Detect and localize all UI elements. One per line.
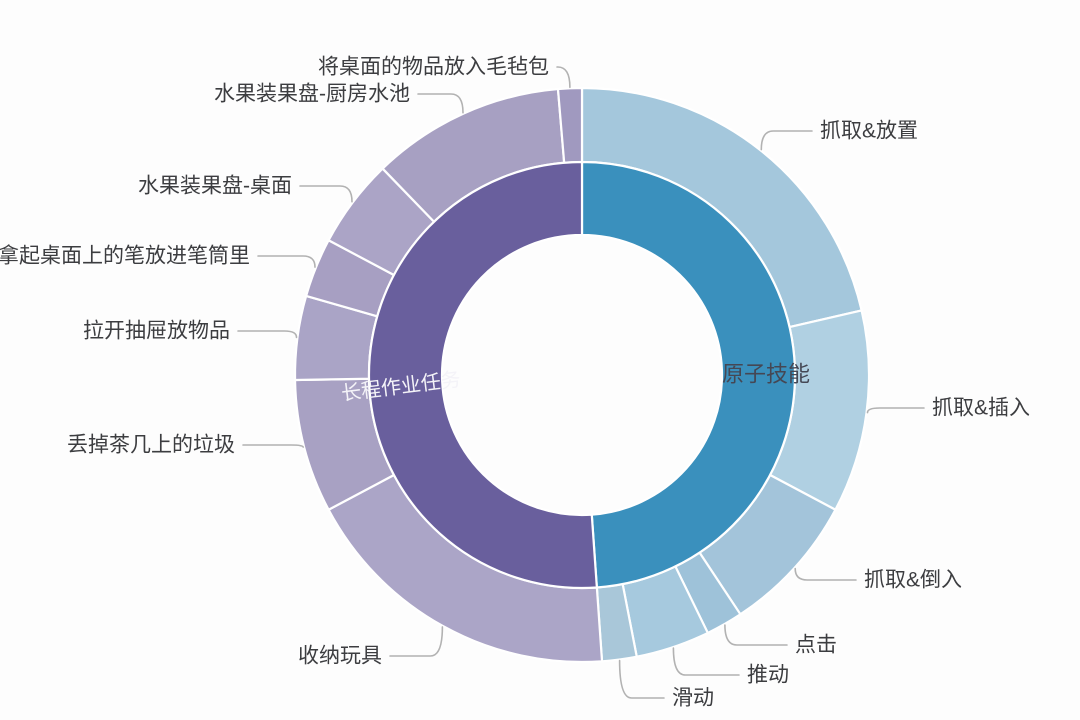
outer-segment-label: 水果装果盘-厨房水池 — [214, 83, 410, 106]
outer-segment-label: 将桌面的物品放入毛毡包 — [318, 56, 549, 79]
outer-segment-label: 点击 — [795, 634, 837, 657]
outer-segment-label: 水果装果盘-桌面 — [138, 175, 292, 198]
outer-segment-label: 丢掉茶几上的垃圾 — [67, 434, 235, 457]
leader-line — [794, 567, 857, 581]
outer-segment-label: 抓取&放置 — [820, 120, 918, 143]
outer-segment-label: 推动 — [747, 664, 789, 687]
outer-segment-label: 拿起桌面上的笔放进笔筒里 — [0, 244, 250, 268]
inner-ring-segment — [367, 160, 598, 590]
leader-line — [417, 93, 464, 114]
leader-line — [389, 626, 444, 657]
outer-segment-label: 抓取&倒入 — [864, 569, 962, 592]
outer-segment-label: 滑动 — [672, 687, 714, 710]
leader-line — [618, 659, 665, 699]
leader-line — [237, 330, 298, 339]
leader-line — [760, 130, 813, 151]
leader-line — [724, 624, 788, 646]
leader-line — [672, 647, 740, 676]
leader-line — [257, 255, 316, 268]
outer-segment-label: 抓取&插入 — [932, 397, 1030, 420]
leader-line — [242, 444, 304, 448]
leader-line — [556, 66, 571, 89]
leader-line — [299, 185, 353, 203]
leader-line — [866, 407, 925, 414]
inner-ring-segment — [580, 160, 797, 589]
outer-segment-label: 拉开抽屉放物品 — [83, 320, 230, 343]
outer-segment-label: 收纳玩具 — [298, 645, 382, 668]
inner-ring-label: 原子技能 — [722, 362, 810, 387]
